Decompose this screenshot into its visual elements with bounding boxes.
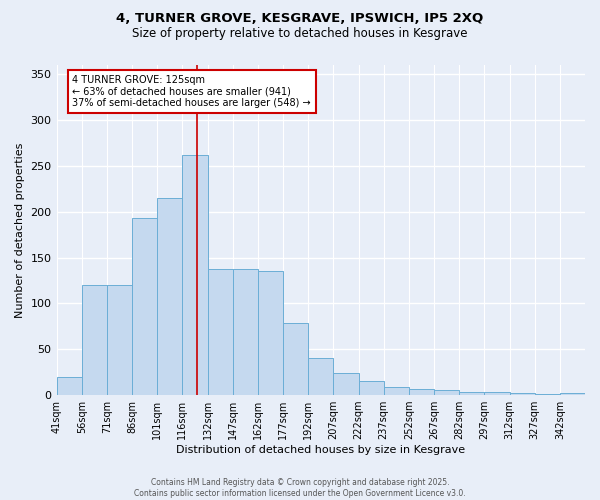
Bar [82, 285, 107, 395]
Bar [208, 270, 233, 395]
Bar [459, 392, 484, 395]
Bar [157, 198, 182, 395]
Bar [560, 393, 585, 395]
Text: 4 TURNER GROVE: 125sqm
← 63% of detached houses are smaller (941)
37% of semi-de: 4 TURNER GROVE: 125sqm ← 63% of detached… [73, 75, 311, 108]
Bar [283, 322, 308, 395]
Bar [132, 218, 157, 395]
Text: 4, TURNER GROVE, KESGRAVE, IPSWICH, IP5 2XQ: 4, TURNER GROVE, KESGRAVE, IPSWICH, IP5 … [116, 12, 484, 26]
Bar [233, 270, 258, 395]
Bar [434, 390, 459, 395]
Bar [56, 376, 82, 395]
X-axis label: Distribution of detached houses by size in Kesgrave: Distribution of detached houses by size … [176, 445, 466, 455]
Bar [359, 382, 383, 395]
Bar [383, 387, 409, 395]
Bar [182, 155, 208, 395]
Bar [535, 394, 560, 395]
Y-axis label: Number of detached properties: Number of detached properties [15, 142, 25, 318]
Bar [308, 358, 334, 395]
Bar [484, 392, 509, 395]
Bar [409, 388, 434, 395]
Bar [509, 393, 535, 395]
Text: Size of property relative to detached houses in Kesgrave: Size of property relative to detached ho… [132, 28, 468, 40]
Text: Contains HM Land Registry data © Crown copyright and database right 2025.
Contai: Contains HM Land Registry data © Crown c… [134, 478, 466, 498]
Bar [258, 272, 283, 395]
Bar [334, 373, 359, 395]
Bar [107, 285, 132, 395]
